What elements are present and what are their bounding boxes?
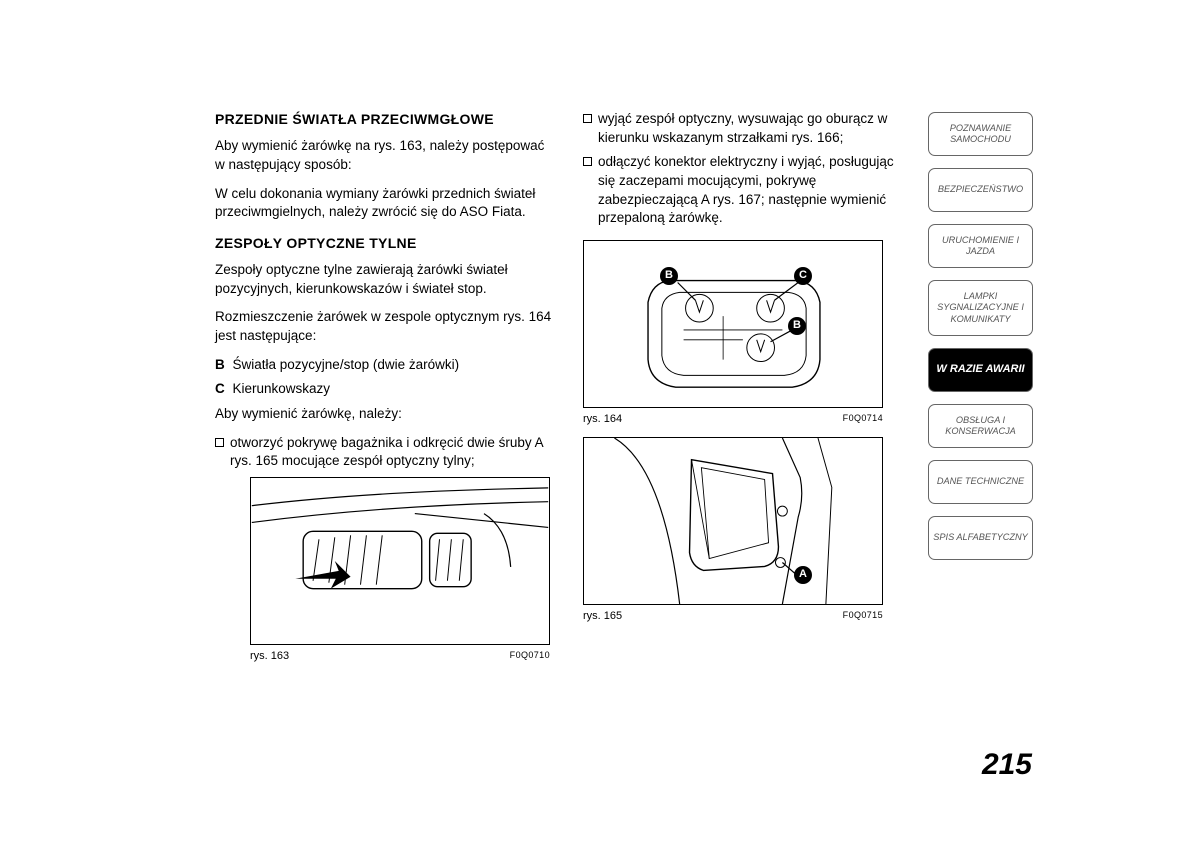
figure-163 xyxy=(250,477,550,645)
figure-label: rys. 163 xyxy=(250,649,289,664)
tab-line: POZNAWANIE xyxy=(950,123,1011,135)
tab-dane-techniczne[interactable]: DANE TECHNICZNE xyxy=(928,460,1033,504)
tab-line: SAMOCHODU xyxy=(950,134,1011,146)
bullet-square-icon xyxy=(583,114,592,123)
paragraph: Aby wymienić żarówkę na rys. 163, należy… xyxy=(215,137,555,174)
right-column: wyjąć zespół optyczny, wysuwając go obur… xyxy=(583,110,903,664)
figure-code: F0Q0714 xyxy=(843,412,883,427)
item-text: Kierunkowskazy xyxy=(233,381,331,396)
figure-label: rys. 165 xyxy=(583,609,622,624)
figure-caption: rys. 163 F0Q0710 xyxy=(250,649,550,664)
tab-line: SPIS ALFABETYCZNY xyxy=(933,532,1027,544)
tab-line: DANE TECHNICZNE xyxy=(937,476,1024,488)
tab-line: JAZDA xyxy=(966,246,995,258)
figure-label: rys. 164 xyxy=(583,412,622,427)
figure-165-svg xyxy=(584,438,882,604)
tab-bezpieczenstwo[interactable]: BEZPIECZEŃSTWO xyxy=(928,168,1033,212)
bullet-text: otworzyć pokrywę bagażnika i odkręcić dw… xyxy=(230,434,555,471)
bullet-item: wyjąć zespół optyczny, wysuwając go obur… xyxy=(583,110,903,147)
tab-line: KOMUNIKATY xyxy=(950,314,1010,326)
list-item: C Kierunkowskazy xyxy=(215,380,555,399)
paragraph: Aby wymienić żarówkę, należy: xyxy=(215,405,555,424)
tab-lampki[interactable]: LAMPKI SYGNALIZACYJNE I KOMUNIKATY xyxy=(928,280,1033,336)
bullet-square-icon xyxy=(583,157,592,166)
page-body: PRZEDNIE ŚWIATŁA PRZECIWMGŁOWE Aby wymie… xyxy=(215,110,905,664)
callout-b: B xyxy=(660,267,678,285)
figure-163-svg xyxy=(251,478,549,644)
section-tabs: POZNAWANIE SAMOCHODU BEZPIECZEŃSTWO URUC… xyxy=(928,112,1033,560)
tab-line: W RAZIE AWARII xyxy=(936,363,1024,377)
tab-w-razie-awarii[interactable]: W RAZIE AWARII xyxy=(928,348,1033,392)
figure-code: F0Q0710 xyxy=(510,649,550,664)
bullet-text: odłączyć konektor elektryczny i wyjąć, p… xyxy=(598,153,903,228)
tab-line: SYGNALIZACYJNE I xyxy=(937,302,1024,314)
tab-line: LAMPKI xyxy=(964,291,998,303)
figure-164-svg xyxy=(584,241,882,407)
left-column: PRZEDNIE ŚWIATŁA PRZECIWMGŁOWE Aby wymie… xyxy=(215,110,555,664)
item-label: B xyxy=(215,357,225,372)
bullet-text: wyjąć zespół optyczny, wysuwając go obur… xyxy=(598,110,903,147)
tab-line: OBSŁUGA I xyxy=(956,415,1005,427)
paragraph: Rozmieszczenie żarówek w zespole optyczn… xyxy=(215,308,555,345)
figure-code: F0Q0715 xyxy=(843,609,883,624)
tab-obsluga[interactable]: OBSŁUGA I KONSERWACJA xyxy=(928,404,1033,448)
figure-164: B C B xyxy=(583,240,883,408)
figure-caption: rys. 164 F0Q0714 xyxy=(583,412,883,427)
bullet-square-icon xyxy=(215,438,224,447)
item-label: C xyxy=(215,381,225,396)
tab-poznawanie[interactable]: POZNAWANIE SAMOCHODU xyxy=(928,112,1033,156)
bullet-item: odłączyć konektor elektryczny i wyjąć, p… xyxy=(583,153,903,228)
heading-rear-lights: ZESPOŁY OPTYCZNE TYLNE xyxy=(215,234,555,253)
tab-line: BEZPIECZEŃSTWO xyxy=(938,184,1023,196)
callout-c: C xyxy=(794,267,812,285)
figure-165: A xyxy=(583,437,883,605)
figure-caption: rys. 165 F0Q0715 xyxy=(583,609,883,624)
list-item: B Światła pozycyjne/stop (dwie żarówki) xyxy=(215,356,555,375)
paragraph: W celu dokonania wymiany żarówki przedni… xyxy=(215,185,555,222)
page-number: 215 xyxy=(982,748,1032,782)
tab-line: KONSERWACJA xyxy=(945,426,1016,438)
tab-uruchomienie[interactable]: URUCHOMIENIE I JAZDA xyxy=(928,224,1033,268)
heading-fog-lights: PRZEDNIE ŚWIATŁA PRZECIWMGŁOWE xyxy=(215,110,555,129)
tab-spis[interactable]: SPIS ALFABETYCZNY xyxy=(928,516,1033,560)
bullet-item: otworzyć pokrywę bagażnika i odkręcić dw… xyxy=(215,434,555,471)
item-text: Światła pozycyjne/stop (dwie żarówki) xyxy=(233,357,460,372)
paragraph: Zespoły optyczne tylne zawierają żarówki… xyxy=(215,261,555,298)
callout-b2: B xyxy=(788,317,806,335)
tab-line: URUCHOMIENIE I xyxy=(942,235,1019,247)
callout-a: A xyxy=(794,566,812,584)
